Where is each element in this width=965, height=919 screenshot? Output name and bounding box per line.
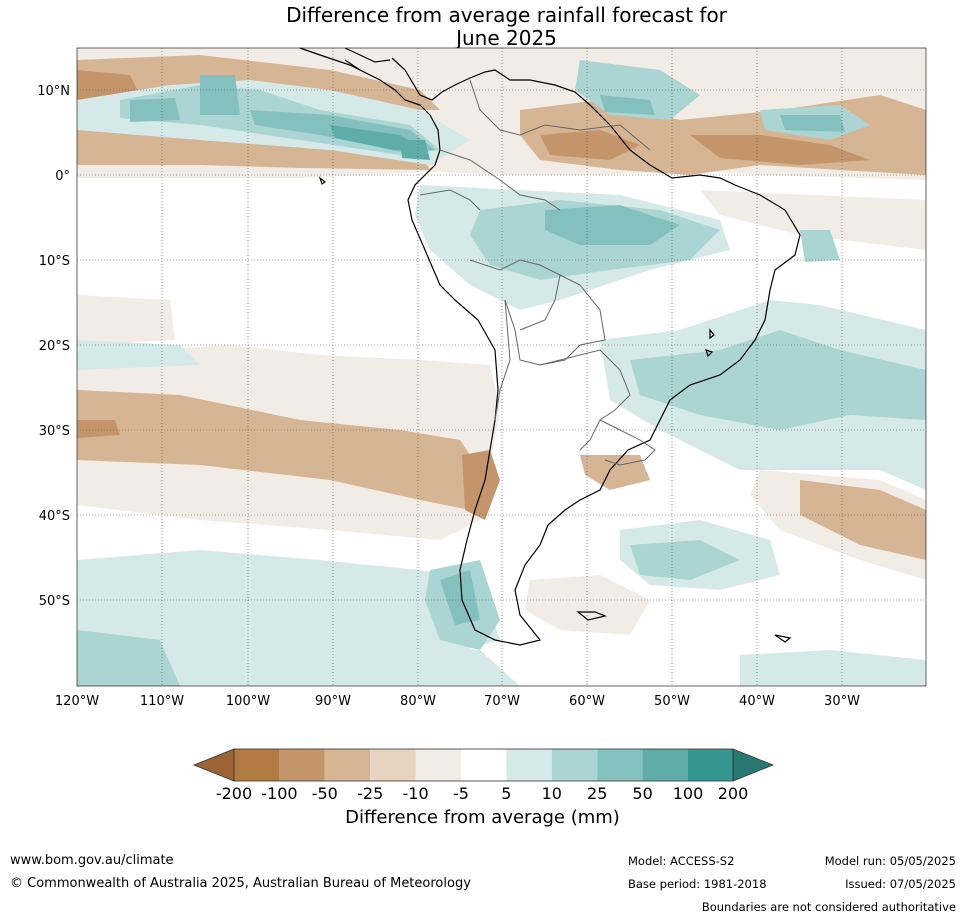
colorbar-tick: -25: [357, 784, 383, 803]
colorbar-swatch: [597, 749, 643, 781]
title-line-1: Difference from average rainfall forecas…: [286, 3, 727, 27]
anomaly-region: [130, 98, 180, 122]
colorbar-swatch: [461, 749, 507, 781]
anomaly-region: [77, 420, 120, 438]
colorbar-swatch: [279, 749, 325, 781]
lon-label: 80°W: [400, 694, 436, 709]
country-borders: [419, 79, 656, 466]
colorbar-tick: 100: [673, 784, 704, 803]
anomaly-region: [600, 95, 655, 115]
anomaly-region: [77, 340, 200, 370]
base-period: Base period: 1981-2018: [628, 877, 767, 891]
copyright-text: © Commonwealth of Australia 2025, Austra…: [10, 876, 471, 891]
colorbar-tick: 5: [501, 784, 511, 803]
title-line-2: June 2025: [456, 26, 557, 50]
colorbar-swatch: [688, 749, 733, 781]
anomaly-region: [400, 140, 430, 160]
anomaly-region: [700, 190, 926, 250]
anomaly-region: [630, 540, 740, 580]
anomaly-region: [462, 450, 500, 520]
website-link[interactable]: www.bom.gov.au/climate: [10, 853, 174, 868]
anomaly-region: [780, 115, 845, 132]
anomaly-region: [440, 570, 480, 625]
colorbar-tick: -5: [453, 784, 469, 803]
latitude-labels: 10°N 0° 10°S 20°S 30°S 40°S 50°S: [37, 84, 70, 609]
colorbar-swatch: [415, 749, 461, 781]
anomaly-region: [200, 75, 240, 115]
anomaly-region: [77, 295, 175, 345]
colorbar-tick: -200: [216, 784, 252, 803]
lon-label: 120°W: [55, 694, 99, 709]
anomaly-region: [690, 135, 870, 165]
anomaly-region: [545, 205, 680, 245]
lon-label: 100°W: [226, 694, 270, 709]
anomaly-region: [580, 455, 650, 490]
anomaly-region: [800, 230, 840, 262]
colorbar: -200 -100 -50 -25 -10 -5 5 10 25 50 100 …: [192, 748, 775, 803]
lon-label: 90°W: [315, 694, 351, 709]
graticule: [77, 48, 926, 686]
lon-label: 30°W: [824, 694, 860, 709]
colorbar-tick: 200: [718, 784, 749, 803]
anomaly-region: [77, 630, 180, 686]
central-america-coastline: [299, 47, 391, 71]
colorbar-tick: 25: [587, 784, 607, 803]
lat-label: 20°S: [39, 339, 70, 354]
lat-label: 10°N: [37, 84, 70, 99]
lon-label: 40°W: [739, 694, 775, 709]
colorbar-low-extend: [192, 748, 235, 782]
colorbar-tick: -50: [312, 784, 338, 803]
forecast-anomaly-field: [77, 48, 926, 686]
lon-label: 110°W: [140, 694, 184, 709]
anomaly-region: [525, 575, 650, 635]
anomaly-region: [740, 650, 926, 686]
lon-label: 70°W: [484, 694, 520, 709]
lat-label: 0°: [55, 169, 70, 184]
colorbar-outline: [233, 748, 734, 782]
anomaly-region: [540, 130, 640, 160]
colorbar-tick: -100: [261, 784, 297, 803]
colorbar-swatch: [551, 749, 598, 781]
anomaly-region: [77, 130, 430, 170]
lat-label: 40°S: [39, 509, 70, 524]
colorbar-tick: 50: [632, 784, 652, 803]
anomaly-region: [77, 620, 520, 686]
colorbar-swatch: [370, 749, 416, 781]
map-frame: [76, 47, 927, 687]
colorbar-title: Difference from average (mm): [345, 807, 620, 828]
colorbar-swatch: [642, 749, 688, 781]
anomaly-region: [630, 330, 926, 430]
colorbar-swatch: [234, 749, 280, 781]
anomaly-region: [77, 390, 480, 510]
south-america-coastline: [344, 57, 801, 646]
longitude-labels: 120°W 110°W 100°W 90°W 80°W 70°W 60°W 50…: [55, 694, 860, 709]
lat-label: 30°S: [39, 424, 70, 439]
model-name: Model: ACCESS-S2: [628, 854, 735, 868]
lon-label: 50°W: [654, 694, 690, 709]
anomaly-region: [870, 430, 926, 470]
boundaries-disclaimer: Boundaries are not considered authoritat…: [701, 900, 956, 914]
colorbar-swatch: [506, 749, 552, 781]
colorbar-swatch: [324, 749, 371, 781]
islands: [318, 176, 792, 643]
issued-date: Issued: 07/05/2025: [845, 877, 956, 891]
colorbar-high-extend: [732, 748, 775, 782]
map-title: Difference from average rainfall forecas…: [0, 4, 965, 50]
lat-label: 50°S: [39, 594, 70, 609]
model-run-date: Model run: 05/05/2025: [824, 854, 956, 868]
lat-label: 10°S: [39, 254, 70, 269]
anomaly-region: [800, 480, 926, 560]
lon-label: 60°W: [569, 694, 605, 709]
colorbar-tick: 10: [542, 784, 562, 803]
colorbar-tick: -10: [403, 784, 429, 803]
